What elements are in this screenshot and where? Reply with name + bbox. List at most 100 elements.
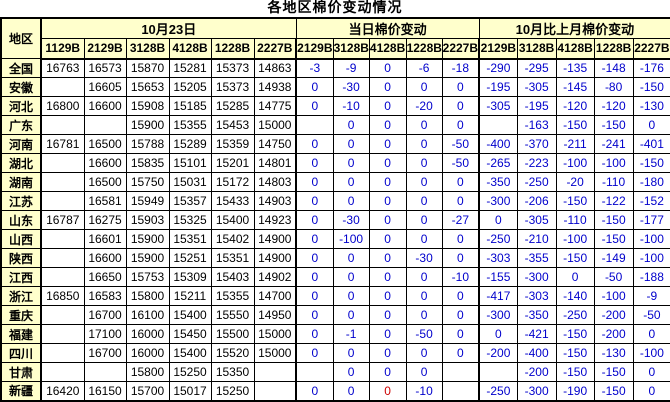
month-change-cell: -9 [632, 286, 670, 306]
price-cell: 14863 [253, 58, 297, 78]
month-change-cell: -80 [593, 77, 634, 97]
price-cell: 16000 [125, 324, 170, 344]
price-cell: 15753 [125, 267, 170, 287]
month-change-cell: -150 [593, 115, 634, 135]
month-change-cell: -305 [516, 77, 557, 97]
price-cell: 15400 [168, 305, 212, 325]
price-cell: 15373 [210, 77, 255, 97]
column-header: 1228B [405, 38, 443, 60]
day-change-cell: -50 [441, 134, 480, 154]
price-cell: 15351 [168, 229, 212, 249]
day-change-cell: -30 [332, 77, 370, 97]
column-header: 1228B [210, 38, 255, 60]
day-change-cell: 0 [332, 115, 370, 135]
month-change-cell: -417 [478, 286, 518, 306]
month-change-cell: -370 [516, 134, 557, 154]
price-cell: 15402 [210, 229, 255, 249]
price-cell: 15205 [168, 77, 212, 97]
region-cell: 福建 [0, 324, 42, 344]
month-change-cell: -152 [632, 191, 670, 211]
month-change-cell: -130 [593, 343, 634, 363]
month-change-cell: -303 [478, 248, 518, 268]
month-change-cell: -20 [555, 172, 595, 192]
day-change-cell: 0 [368, 172, 407, 192]
table-row: 安徽 16605 15653 15205 15373 14938 0 -30 0 0 0 -195 -3… [0, 77, 670, 97]
day-change-cell: 0 [368, 343, 407, 363]
month-change-cell: -401 [632, 134, 670, 154]
day-change-cell: -100 [332, 229, 370, 249]
region-cell: 甘肃 [0, 362, 42, 382]
table-row: 江苏 16581 15949 15357 15433 14903 0 0 0 0 0 -300 -206… [0, 191, 670, 211]
month-change-cell: -210 [516, 229, 557, 249]
day-change-cell: 0 [295, 286, 334, 306]
price-cell: 15433 [210, 191, 255, 211]
day-change-cell: 0 [295, 229, 334, 249]
price-cell [40, 248, 85, 268]
price-cell: 15325 [168, 210, 212, 230]
month-change-cell: -150 [555, 362, 595, 382]
month-change-cell: -250 [555, 305, 595, 325]
table-row: 全国 16763 16573 15870 15281 15373 14863 -3 -9 0 -6-… [0, 58, 670, 78]
day-change-cell: 0 [441, 172, 480, 192]
price-cell: 16600 [83, 248, 127, 268]
day-change-cell: 0 [368, 305, 407, 325]
price-cell: 16781 [40, 134, 85, 154]
month-change-cell: -110 [593, 172, 634, 192]
day-change-cell: 0 [368, 58, 407, 78]
month-change-cell: -155 [478, 267, 518, 287]
month-change-cell: -350 [478, 172, 518, 192]
price-cell: 15450 [168, 324, 212, 344]
day-change-cell: 0 [441, 305, 480, 325]
month-change-cell: -177 [632, 210, 670, 230]
month-change-cell: -100 [593, 286, 634, 306]
region-cell: 湖南 [0, 172, 42, 192]
table-row: 湖北 16600 15835 15101 15201 14801 0 0 0 0 -50 -265 -2… [0, 153, 670, 173]
region-cell: 山东 [0, 210, 42, 230]
month-change-cell [478, 362, 518, 382]
month-change-cell: -150 [593, 210, 634, 230]
price-cell: 15017 [168, 381, 212, 401]
day-change-cell: 0 [405, 77, 443, 97]
price-cell: 15700 [125, 381, 170, 401]
price-cell: 15800 [125, 362, 170, 382]
column-header: 3128B [332, 38, 370, 60]
price-cell: 16583 [83, 286, 127, 306]
price-cell: 16605 [83, 77, 127, 97]
price-cell: 15800 [125, 286, 170, 306]
price-cell: 14803 [253, 172, 297, 192]
price-cell: 15900 [125, 229, 170, 249]
price-cell: 15400 [210, 210, 255, 230]
day-change-cell: 0 [295, 305, 334, 325]
price-cell: 16500 [83, 172, 127, 192]
month-change-cell: -150 [632, 153, 670, 173]
price-cell: 15403 [210, 267, 255, 287]
region-cell: 新疆 [0, 381, 42, 401]
day-change-cell: -18 [441, 58, 480, 78]
price-cell: 15400 [168, 343, 212, 363]
day-change-cell: 0 [332, 381, 370, 401]
price-cell: 14900 [253, 248, 297, 268]
day-change-cell: 0 [441, 77, 480, 97]
column-header: 2129B [83, 38, 127, 60]
price-cell: 14700 [253, 286, 297, 306]
month-change-cell: -150 [555, 191, 595, 211]
price-cell [83, 362, 127, 382]
month-change-cell: -120 [555, 96, 595, 116]
price-cell [40, 305, 85, 325]
day-change-cell: 0 [332, 362, 370, 382]
day-change-cell: 0 [295, 343, 334, 363]
month-change-cell: -265 [478, 153, 518, 173]
month-change-cell: -400 [478, 134, 518, 154]
month-change-cell: -305 [516, 210, 557, 230]
price-cell: 15250 [168, 362, 212, 382]
day-change-cell: 0 [368, 210, 407, 230]
price-cell: 16420 [40, 381, 85, 401]
price-cell: 16150 [83, 381, 127, 401]
price-cell: 15000 [253, 343, 297, 363]
price-cell: 15788 [125, 134, 170, 154]
day-change-cell: 0 [405, 153, 443, 173]
day-change-cell: 0 [295, 324, 334, 344]
month-change-cell: -150 [555, 248, 595, 268]
price-cell: 15309 [168, 267, 212, 287]
